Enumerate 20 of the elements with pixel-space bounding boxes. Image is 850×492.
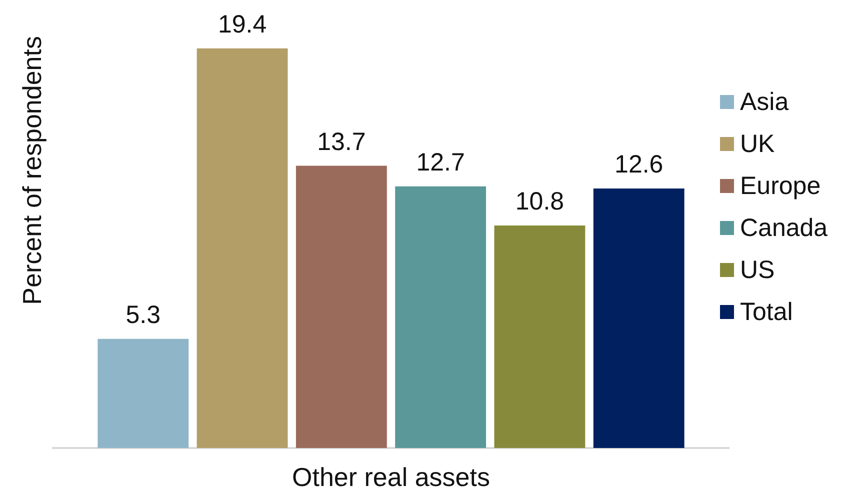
y-axis-title: Percent of respondents (17, 36, 48, 305)
data-label: 12.6 (614, 150, 664, 178)
legend-label: Europe (740, 172, 821, 200)
data-label: 19.4 (218, 10, 267, 38)
data-label: 10.8 (515, 188, 564, 216)
bar (196, 48, 288, 448)
legend-label: UK (740, 130, 775, 158)
legend-label: Total (740, 298, 793, 326)
legend-label: Canada (740, 214, 828, 242)
bar (296, 166, 387, 448)
bar (98, 338, 189, 448)
legend-label: US (740, 256, 775, 284)
legend-label: Asia (740, 88, 789, 116)
bar (593, 188, 684, 448)
data-label: 12.7 (416, 148, 465, 176)
data-label: 13.7 (317, 128, 366, 156)
bar (395, 186, 486, 448)
data-label: 5.3 (126, 300, 161, 329)
bar (494, 226, 586, 448)
x-axis-title: Other real assets (292, 462, 490, 492)
